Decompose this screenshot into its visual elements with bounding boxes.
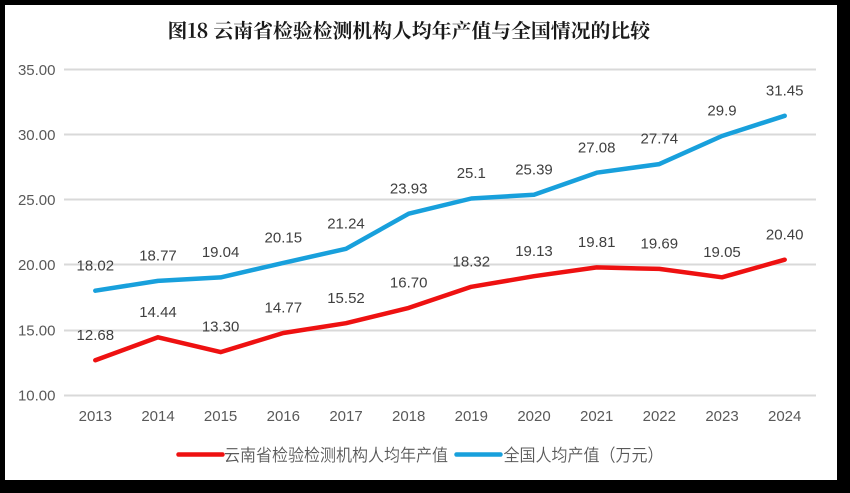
svg-text:15.52: 15.52	[327, 290, 365, 307]
svg-text:19.81: 19.81	[578, 234, 616, 251]
svg-text:10.00: 10.00	[18, 387, 56, 404]
svg-text:2016: 2016	[267, 408, 300, 425]
svg-text:19.13: 19.13	[515, 243, 553, 260]
svg-text:2020: 2020	[517, 408, 550, 425]
svg-text:2013: 2013	[79, 408, 112, 425]
svg-text:18.32: 18.32	[453, 253, 491, 270]
svg-text:19.05: 19.05	[703, 244, 741, 261]
svg-text:2015: 2015	[204, 408, 237, 425]
svg-text:27.08: 27.08	[578, 139, 616, 156]
svg-text:29.9: 29.9	[707, 103, 736, 120]
svg-text:2021: 2021	[580, 408, 613, 425]
svg-text:2019: 2019	[455, 408, 488, 425]
svg-text:2018: 2018	[392, 408, 425, 425]
svg-text:13.30: 13.30	[202, 319, 240, 336]
svg-text:2024: 2024	[768, 408, 801, 425]
svg-text:25.39: 25.39	[515, 161, 553, 178]
svg-text:15.00: 15.00	[18, 322, 56, 339]
svg-text:23.93: 23.93	[390, 180, 428, 197]
svg-text:2014: 2014	[141, 408, 174, 425]
svg-text:19.69: 19.69	[641, 236, 679, 253]
svg-text:30.00: 30.00	[18, 127, 56, 144]
svg-text:35.00: 35.00	[18, 62, 56, 79]
svg-text:20.00: 20.00	[18, 257, 56, 274]
svg-text:2022: 2022	[643, 408, 676, 425]
svg-text:25.00: 25.00	[18, 192, 56, 209]
svg-text:18.77: 18.77	[139, 248, 177, 265]
svg-text:2023: 2023	[705, 408, 738, 425]
svg-text:14.77: 14.77	[265, 300, 303, 317]
svg-text:20.40: 20.40	[766, 226, 804, 243]
svg-text:19.04: 19.04	[202, 244, 240, 261]
svg-text:21.24: 21.24	[327, 215, 365, 232]
svg-text:25.1: 25.1	[457, 165, 486, 182]
svg-text:16.70: 16.70	[390, 275, 428, 292]
svg-text:31.45: 31.45	[766, 82, 804, 99]
svg-text:18.02: 18.02	[77, 257, 115, 274]
svg-text:14.44: 14.44	[139, 304, 177, 321]
svg-text:27.74: 27.74	[641, 131, 679, 148]
svg-text:20.15: 20.15	[265, 230, 303, 247]
svg-text:2017: 2017	[329, 408, 362, 425]
svg-text:12.68: 12.68	[77, 327, 115, 344]
